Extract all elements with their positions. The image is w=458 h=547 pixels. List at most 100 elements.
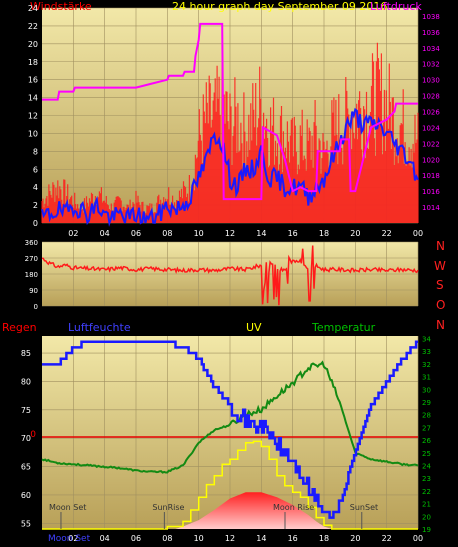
pressure-tick-label: 1024 bbox=[422, 124, 440, 132]
x-tick-label: 16 bbox=[288, 229, 298, 238]
pressure-tick-label: 1030 bbox=[422, 77, 440, 85]
pressure-y-ticks: 1014 1016 1018 1020 1022 1024 1026 1028 1030 1032… bbox=[422, 13, 440, 212]
humidity-tick-label: 65 bbox=[21, 463, 31, 472]
humidity-tick-label: 60 bbox=[21, 491, 31, 500]
wind-avg-line bbox=[41, 107, 419, 227]
uv-label: UV bbox=[246, 321, 262, 334]
x-tick-label: 06 bbox=[131, 229, 141, 238]
pressure-tick-label: 1020 bbox=[422, 156, 440, 164]
x-tick-label: 08 bbox=[162, 229, 172, 238]
wind-direction-line bbox=[41, 245, 419, 306]
wind-tick-label: 24 bbox=[28, 4, 38, 13]
direction-tick-label: 90 bbox=[29, 287, 38, 295]
x-tick-label: 22 bbox=[382, 534, 392, 543]
event-markers: Moon Set SunRise Moon Rise SunSet bbox=[49, 503, 378, 529]
temperature-tick-label: 28 bbox=[422, 412, 431, 420]
pressure-tick-label: 1032 bbox=[422, 61, 440, 69]
temperature-tick-label: 26 bbox=[422, 437, 431, 445]
pressure-tick-label: 1036 bbox=[422, 29, 440, 37]
wind-tick-label: 16 bbox=[28, 76, 38, 85]
compass-labels: N W S O N bbox=[434, 239, 446, 332]
temperature-tick-label: 33 bbox=[422, 348, 431, 356]
humidity-y-ticks: 55 60 65 70 75 80 85 bbox=[21, 349, 31, 528]
x-tick-label: 00 bbox=[413, 534, 423, 543]
uv-line bbox=[42, 440, 418, 530]
wind-tick-label: 20 bbox=[28, 40, 38, 49]
wind-tick-label: 4 bbox=[33, 183, 38, 192]
wind-tick-label: 8 bbox=[33, 147, 38, 156]
pressure-line bbox=[42, 22, 418, 201]
wind-tick-label: 18 bbox=[28, 58, 38, 67]
temperature-tick-label: 20 bbox=[422, 513, 431, 521]
humidity-label: Luftfeuchte bbox=[68, 321, 131, 334]
rain-zero-label: 0 bbox=[30, 430, 36, 440]
temperature-label: Temperatur bbox=[311, 321, 376, 334]
temperature-tick-label: 22 bbox=[422, 488, 431, 496]
x-tick-label: 22 bbox=[382, 229, 392, 238]
temperature-tick-label: 30 bbox=[422, 386, 431, 394]
temperature-y-ticks: 19 20 21 22 23 24 25 26 27 28 29 30 31 32 33 34 bbox=[422, 336, 431, 534]
x-tick-label: 12 bbox=[225, 229, 235, 238]
temperature-tick-label: 27 bbox=[422, 424, 431, 432]
pressure-tick-label: 1014 bbox=[422, 204, 440, 212]
x-tick-label: 14 bbox=[256, 229, 266, 238]
x-tick-label: 04 bbox=[100, 229, 110, 238]
event-label: SunSet bbox=[350, 503, 378, 512]
temperature-tick-label: 34 bbox=[422, 336, 431, 344]
wind-tick-label: 2 bbox=[33, 201, 38, 210]
direction-y-ticks: 0 90 180 270 360 bbox=[25, 239, 38, 311]
pressure-tick-label: 1022 bbox=[422, 140, 440, 148]
pressure-tick-label: 1018 bbox=[422, 172, 440, 180]
wind-tick-label: 6 bbox=[33, 165, 38, 174]
pressure-tick-label: 1016 bbox=[422, 188, 440, 196]
wind-tick-label: 12 bbox=[28, 112, 38, 121]
regen-label: Regen bbox=[2, 321, 37, 334]
direction-tick-label: 180 bbox=[25, 271, 38, 279]
direction-tick-label: 270 bbox=[25, 255, 38, 263]
temperature-tick-label: 24 bbox=[422, 463, 431, 471]
compass-w: W bbox=[434, 259, 446, 273]
x-tick-label: 20 bbox=[350, 534, 360, 543]
wind-tick-label: 10 bbox=[28, 129, 38, 138]
x-tick-label: 14 bbox=[256, 534, 266, 543]
humidity-tick-label: 75 bbox=[21, 406, 31, 415]
wind-tick-label: 14 bbox=[28, 94, 38, 103]
pressure-axis-label: Luftdruck bbox=[370, 0, 422, 13]
humidity-tick-label: 70 bbox=[21, 434, 31, 443]
x-tick-label: 20 bbox=[350, 229, 360, 238]
direction-tick-label: 0 bbox=[34, 303, 38, 311]
top-x-ticks: 02 04 06 08 10 12 14 16 18 20 22 00 bbox=[68, 229, 423, 238]
x-tick-label: 06 bbox=[131, 534, 141, 543]
humidity-tick-label: 85 bbox=[21, 349, 31, 358]
temperature-tick-label: 31 bbox=[422, 374, 431, 382]
x-tick-label: 10 bbox=[194, 534, 204, 543]
humidity-tick-label: 55 bbox=[21, 519, 31, 528]
x-tick-label: 04 bbox=[100, 534, 110, 543]
temperature-tick-label: 21 bbox=[422, 501, 431, 509]
x-tick-label: 02 bbox=[68, 534, 78, 543]
wind-tick-label: 0 bbox=[33, 219, 38, 228]
solar-area bbox=[175, 492, 332, 529]
temperature-tick-label: 32 bbox=[422, 361, 431, 369]
x-tick-label: 18 bbox=[319, 229, 329, 238]
direction-tick-label: 360 bbox=[25, 239, 38, 247]
compass-o: O bbox=[436, 298, 445, 312]
wind-tick-label: 22 bbox=[28, 22, 38, 31]
compass-n2: N bbox=[436, 318, 445, 332]
x-tick-label: 02 bbox=[68, 229, 78, 238]
humidity-tick-label: 80 bbox=[21, 377, 31, 386]
bottom-clip-label: Moon Set bbox=[48, 534, 91, 543]
pressure-tick-label: 1026 bbox=[422, 109, 440, 117]
wind-axis-label: Windstärke bbox=[30, 0, 92, 13]
event-label: SunRise bbox=[152, 503, 184, 512]
humidity-line bbox=[42, 340, 418, 519]
pressure-tick-label: 1038 bbox=[422, 13, 440, 21]
temperature-tick-label: 19 bbox=[422, 526, 431, 534]
temperature-tick-label: 29 bbox=[422, 399, 431, 407]
x-tick-label: 10 bbox=[194, 229, 204, 238]
event-label: Moon Set bbox=[49, 503, 86, 512]
x-tick-label: 16 bbox=[288, 534, 298, 543]
compass-s: S bbox=[436, 278, 444, 292]
x-tick-label: 12 bbox=[225, 534, 235, 543]
